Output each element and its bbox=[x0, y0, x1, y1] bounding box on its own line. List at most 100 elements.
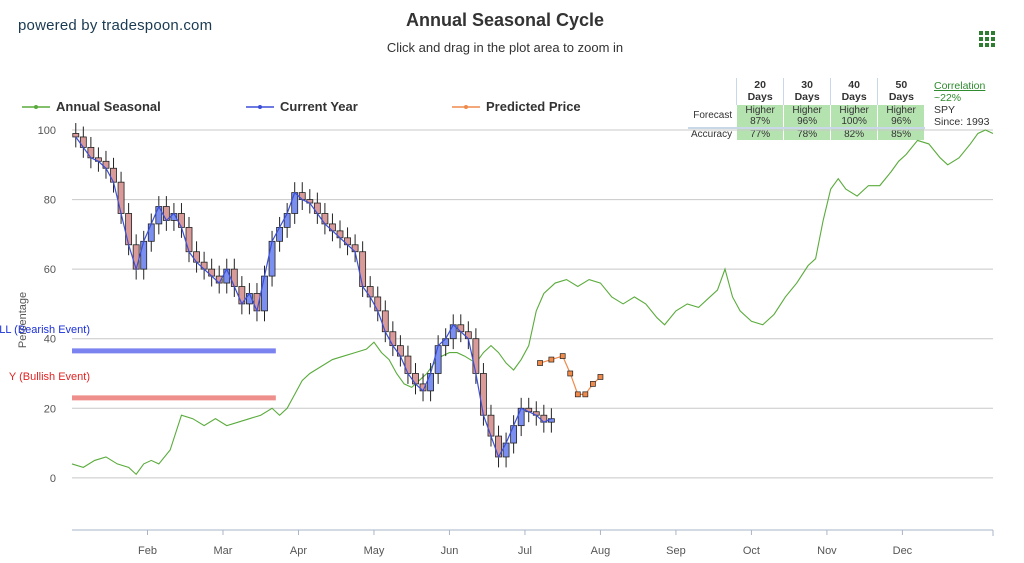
accuracy-cell: 77% bbox=[736, 127, 785, 141]
x-tick-label: Dec bbox=[893, 545, 913, 557]
legend-line-icon bbox=[246, 104, 274, 109]
legend-predicted-price[interactable]: Predicted Price bbox=[452, 99, 581, 114]
hamburger-grid-icon[interactable] bbox=[979, 31, 995, 47]
x-tick-label: Jul bbox=[518, 545, 532, 557]
candle-body bbox=[359, 251, 367, 287]
candle-body bbox=[276, 226, 284, 242]
series-current-year-line bbox=[75, 136, 552, 459]
candle-body bbox=[230, 268, 238, 287]
legend-label: Annual Seasonal bbox=[56, 99, 161, 114]
correlation-symbol: SPY bbox=[934, 104, 956, 116]
x-tick-label: Jun bbox=[441, 545, 459, 557]
predicted-point bbox=[567, 370, 574, 377]
candle-body bbox=[110, 167, 117, 183]
candle-body bbox=[344, 237, 351, 246]
candle-body bbox=[396, 345, 404, 357]
accuracy-cell: 78% bbox=[783, 127, 832, 141]
candle-body bbox=[87, 146, 95, 159]
x-tick-label: Aug bbox=[591, 545, 611, 557]
y-tick-label: 40 bbox=[44, 334, 56, 346]
candle-body bbox=[427, 373, 434, 392]
candle-body bbox=[517, 407, 525, 427]
table-header: 40 Days bbox=[830, 78, 878, 105]
y-tick-label: 0 bbox=[50, 473, 56, 485]
candle-body bbox=[313, 202, 321, 214]
legend-current-year[interactable]: Current Year bbox=[246, 99, 358, 114]
candle-body bbox=[298, 192, 306, 200]
candle-body bbox=[351, 244, 359, 253]
candle-body bbox=[155, 206, 163, 225]
series-annual-seasonal-line bbox=[71, 129, 994, 476]
x-tick-label: Oct bbox=[743, 545, 760, 557]
forecast-cell: Higher 96% bbox=[783, 104, 832, 129]
x-tick-label: Sep bbox=[666, 545, 686, 557]
candle-body bbox=[178, 213, 185, 228]
candle-body bbox=[283, 213, 291, 228]
candle-body bbox=[132, 244, 140, 270]
correlation-since: Since: 1993 bbox=[934, 116, 990, 128]
predicted-point bbox=[548, 356, 555, 363]
candle-body bbox=[457, 324, 465, 333]
candle-body bbox=[291, 192, 299, 214]
correlation-link[interactable]: Correlation bbox=[934, 80, 986, 92]
candle-body bbox=[79, 136, 87, 148]
candle-body bbox=[193, 251, 200, 263]
candle-body bbox=[208, 268, 216, 277]
correlation-value: ~22% bbox=[934, 92, 962, 104]
candle-body bbox=[125, 213, 133, 246]
candle-body bbox=[374, 296, 382, 312]
predicted-point bbox=[537, 360, 543, 366]
table-header: 30 Days bbox=[783, 78, 831, 105]
y-axis-label: Percentage bbox=[17, 292, 29, 348]
x-tick-label: Apr bbox=[290, 545, 307, 557]
correlation-box: Correlation ~22% SPY Since: 1993 bbox=[934, 80, 989, 128]
candle-body bbox=[442, 338, 450, 347]
candle-body bbox=[321, 213, 329, 225]
predicted-point bbox=[559, 353, 566, 359]
legend-annual-seasonal[interactable]: Annual Seasonal bbox=[22, 99, 161, 114]
candle-body bbox=[510, 425, 518, 444]
legend-line-icon bbox=[452, 104, 480, 109]
candle-body bbox=[366, 286, 374, 298]
bearish-event-label: LL (Bearish Event) bbox=[0, 324, 90, 336]
forecast-cell: Higher 100% bbox=[830, 104, 879, 129]
forecast-label: Forecast bbox=[693, 110, 733, 122]
predicted-point bbox=[582, 391, 589, 398]
candle-body bbox=[487, 414, 495, 437]
candle-body bbox=[140, 240, 148, 270]
candle-body bbox=[502, 442, 510, 458]
legend-label: Predicted Price bbox=[486, 99, 581, 114]
chart-subtitle: Click and drag in the plot area to zoom … bbox=[386, 40, 624, 55]
x-tick-label: Nov bbox=[817, 545, 837, 557]
table-header: 50 Days bbox=[877, 78, 925, 105]
legend-line-icon bbox=[22, 104, 50, 109]
candle-body bbox=[261, 275, 268, 312]
y-tick-label: 20 bbox=[44, 403, 56, 415]
candle-body bbox=[381, 310, 389, 333]
candle-body bbox=[404, 355, 412, 374]
series-predicted-price bbox=[537, 353, 604, 398]
y-tick-label: 60 bbox=[44, 264, 56, 276]
predicted-point bbox=[574, 391, 581, 398]
candle-body bbox=[72, 133, 80, 138]
candle-body bbox=[200, 261, 208, 270]
y-tick-label: 100 bbox=[38, 125, 56, 137]
candle-body bbox=[472, 338, 480, 374]
y-tick-label: 80 bbox=[44, 195, 56, 207]
candle-body bbox=[185, 226, 193, 253]
candle-body bbox=[464, 331, 472, 340]
predicted-point bbox=[590, 381, 596, 387]
x-tick-label: Feb bbox=[138, 545, 157, 557]
series-current-year bbox=[72, 123, 555, 468]
x-tick-label: May bbox=[364, 545, 385, 557]
candle-body bbox=[147, 223, 155, 242]
predicted-point bbox=[597, 374, 604, 380]
chart-title: Annual Seasonal Cycle bbox=[405, 10, 605, 30]
brand-text[interactable]: powered by tradespoon.com bbox=[18, 17, 213, 34]
forecast-cell: Higher 96% bbox=[877, 104, 926, 129]
x-tick-label: Mar bbox=[214, 545, 233, 557]
candle-body bbox=[480, 373, 487, 416]
series-annual-seasonal bbox=[71, 129, 994, 476]
legend-label: Current Year bbox=[280, 99, 358, 114]
